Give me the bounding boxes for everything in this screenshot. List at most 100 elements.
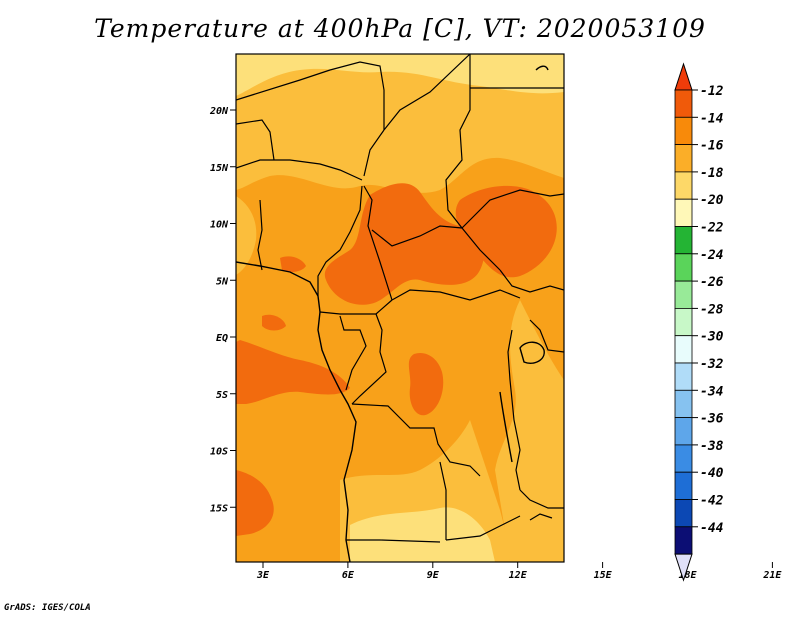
border-nigeria-cameroon <box>317 185 363 296</box>
lat-tick-label: 15S <box>210 503 228 514</box>
border-drc-angola <box>351 403 481 477</box>
colorbar-swatch <box>674 417 693 446</box>
colorbar-swatch <box>674 226 693 255</box>
map-title: Temperature at 400hPa [C], VT: 202005310… <box>94 14 706 43</box>
field-band-18-20-south <box>350 507 495 562</box>
border-tanzania-zambia <box>519 489 564 509</box>
border-zambia-zimbabwe <box>445 515 521 541</box>
border-libya-niger-chad <box>383 54 471 131</box>
border-cameroon-gabon <box>319 299 393 315</box>
border-mali-niger <box>236 119 275 161</box>
colorbar-label: -24 <box>700 248 724 263</box>
lat-tick-label: 15N <box>210 163 229 174</box>
colorbar-label: -12 <box>700 84 724 99</box>
colorbar-swatch <box>674 171 693 200</box>
border-sudan-southsudan <box>461 189 564 229</box>
colorbar-label: -36 <box>700 412 724 427</box>
colorbar-label: -38 <box>700 439 724 454</box>
longitude-axis: 3E6E9E12E15E18E21E24E27E30E33E <box>256 562 782 581</box>
field-band-16-18-west-strip <box>236 196 257 275</box>
colorbar-label: -26 <box>700 275 724 290</box>
border-algeria-niger <box>236 61 385 130</box>
border-angola-namibia <box>346 539 441 543</box>
colorbar-label: -44 <box>700 521 724 536</box>
colorbar-label: -14 <box>700 111 724 126</box>
border-chad-car <box>371 225 501 271</box>
lon-tick-label: 15E <box>594 570 613 581</box>
border-car-drc <box>391 289 521 301</box>
border-drc-uganda-lakes <box>507 329 521 491</box>
border-niger-nigeria <box>236 159 363 181</box>
lat-tick-label: EQ <box>216 333 228 344</box>
colorbar-swatch <box>674 198 693 227</box>
colorbar-label: -20 <box>700 193 724 208</box>
coast-lake-victoria <box>519 341 545 364</box>
colorbar-swatch <box>674 89 693 118</box>
border-kenya-uganda <box>529 319 564 353</box>
field-band-18-20-north <box>236 54 564 96</box>
colorbar-swatch <box>674 526 693 555</box>
field-band-18-20-ne <box>490 58 564 75</box>
colorbar-swatch <box>674 389 693 418</box>
country-borders <box>236 54 564 543</box>
lon-tick-label: 6E <box>342 570 355 581</box>
field-band-16-18-north <box>236 54 564 193</box>
colorbar-label: -16 <box>700 139 724 154</box>
colorbar-label: -30 <box>700 330 724 345</box>
lon-tick-label: 21E <box>762 570 782 581</box>
border-southsudan-drc <box>499 269 564 293</box>
lat-tick-label: 5N <box>216 276 229 287</box>
colorbar-label: -40 <box>700 466 724 481</box>
colorbar-label: -32 <box>700 357 724 372</box>
lon-tick-label: 18E <box>678 570 697 581</box>
border-gabon-congo <box>339 315 367 391</box>
colorbar-swatch <box>674 471 693 500</box>
colorbar-label: -22 <box>700 221 724 236</box>
lon-tick-label: 12E <box>509 570 528 581</box>
colorbar-swatch <box>674 307 693 337</box>
coast-west-africa <box>236 261 357 562</box>
colorbar-swatch <box>674 362 693 391</box>
map-frame <box>235 53 565 563</box>
colorbar-swatch <box>674 335 693 364</box>
colorbar-swatch <box>674 116 693 146</box>
border-nigeria-benin <box>257 199 263 271</box>
lon-tick-label: 9E <box>427 570 440 581</box>
colorbar-label: -34 <box>700 384 724 399</box>
field-band-12-14-gulf <box>262 314 286 331</box>
colorbar-bottom-arrow <box>674 553 693 582</box>
colorbar-swatch <box>674 444 693 473</box>
colorbar-swatch <box>674 253 693 282</box>
lon-tick-label: 3E <box>256 570 270 581</box>
field-band-16-18-east <box>495 300 564 562</box>
field-band-12-14-congo <box>408 352 444 416</box>
colorbar-label: -28 <box>700 302 724 317</box>
colorbar-swatch <box>674 280 693 309</box>
lat-tick-label: 5S <box>216 390 228 401</box>
border-chad-sudan <box>445 54 471 229</box>
grads-credit: GrADS: IGES/COLA <box>4 603 91 613</box>
field-band-12-14-southwest <box>236 470 274 536</box>
colorbar-label: -18 <box>700 166 724 181</box>
field-band-12-14-central <box>324 183 484 305</box>
coastlines <box>236 65 549 562</box>
latitude-axis: 20N 15N 10N 5N EQ 5S 10S 15S <box>209 106 236 514</box>
field-band-12-14-west <box>236 340 350 404</box>
lat-tick-label: 20N <box>209 106 229 117</box>
border-angola-zambia <box>439 461 447 540</box>
coast-lake-tanganyika <box>499 391 513 463</box>
colorbar: -12 -14 -16 -18 -20 -22 -24 -26 -28 -30 -32 -34 -36 -… <box>674 62 724 582</box>
colorbar-label: -42 <box>700 494 724 509</box>
lat-tick-label: 10S <box>210 447 228 458</box>
colorbar-top-arrow <box>674 62 693 91</box>
temperature-field <box>236 54 564 562</box>
border-congo-drc <box>351 313 387 405</box>
border-niger-chad <box>363 129 385 177</box>
field-band-12-14-small <box>280 256 306 273</box>
coast-red-sea <box>535 65 549 71</box>
colorbar-swatch <box>674 144 693 173</box>
border-chad-cameroon <box>363 185 393 301</box>
colorbar-swatch <box>674 499 693 528</box>
lat-tick-label: 10N <box>210 220 229 231</box>
